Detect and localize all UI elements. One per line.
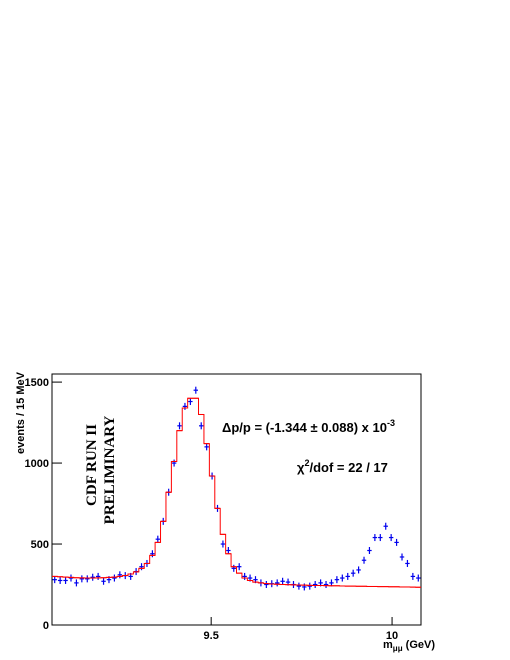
data-point [74,579,79,587]
x-label-unit: (GeV) [403,639,436,651]
data-point [220,540,226,548]
data-point [90,573,95,581]
data-point [237,563,242,571]
data-point [410,572,416,580]
annotation-text: Δp/p = (-1.344 ± 0.088) x 10 [222,420,387,435]
data-point [68,574,74,582]
y-tick-label: 0 [43,620,49,632]
annotation-sup: 2 [304,458,309,468]
data-point [204,443,209,451]
data-point [329,579,334,587]
plot-frame [51,373,422,626]
data-point [226,547,231,555]
annotation: χ2/dof = 22 / 17 [297,458,388,475]
data-point [63,576,68,584]
data-point [57,576,63,584]
data-point [302,583,307,591]
data-point [85,575,90,583]
data-point [177,422,182,430]
annotation-rest: /dof = 22 / 17 [310,460,388,475]
x-tick-label: 9.5 [204,630,219,642]
data-point [274,579,280,587]
data-point [323,581,329,589]
data-point [388,534,394,542]
data-point [405,559,410,567]
data-point [150,550,155,558]
data-point [231,564,236,572]
annotation-sup: -3 [387,418,395,428]
data-point [361,556,367,564]
data-point [182,402,188,410]
data-point [356,566,361,574]
data-point [193,386,199,394]
data-point [399,553,405,561]
data-point [117,571,123,579]
data-point [52,576,57,584]
data-point [155,535,161,543]
data-point [350,569,356,577]
data-point [79,575,85,583]
data-point [340,574,345,582]
data-point [296,582,302,590]
data-point [101,577,106,585]
data-point [242,572,247,580]
data-point [416,574,421,582]
x-tick-label: 10 [386,630,398,642]
stamp: PRELIMINARY [102,416,118,525]
stamp: CDF RUN II [84,424,100,506]
data-point [199,422,204,430]
y-tick-label: 1000 [25,458,49,470]
data-point [307,582,312,590]
data-point [139,563,144,571]
data-point [171,459,177,467]
data-point [345,572,350,580]
data-point [312,581,318,589]
data-point [394,538,399,546]
data-point [280,577,285,585]
data-point [112,574,117,582]
data-point [367,547,372,555]
data-point [264,581,269,589]
y-axis-label: events / 15 MeV [15,371,27,454]
data-point [188,398,193,406]
data-point [378,534,383,542]
fit-connector [52,397,421,588]
data-point [383,522,388,530]
annotation: Δp/p = (-1.344 ± 0.088) x 10-3 [222,418,395,435]
x-label-sub: μμ [393,644,403,653]
x-label-main: m [383,639,393,651]
x-axis-label: mμμ (GeV) [383,639,435,653]
data-point [95,572,101,580]
y-tick-label: 500 [31,539,49,551]
y-tick-label: 1500 [25,377,49,389]
data-point [372,534,378,542]
annotation-text: χ [297,460,305,475]
data-point [334,576,340,584]
